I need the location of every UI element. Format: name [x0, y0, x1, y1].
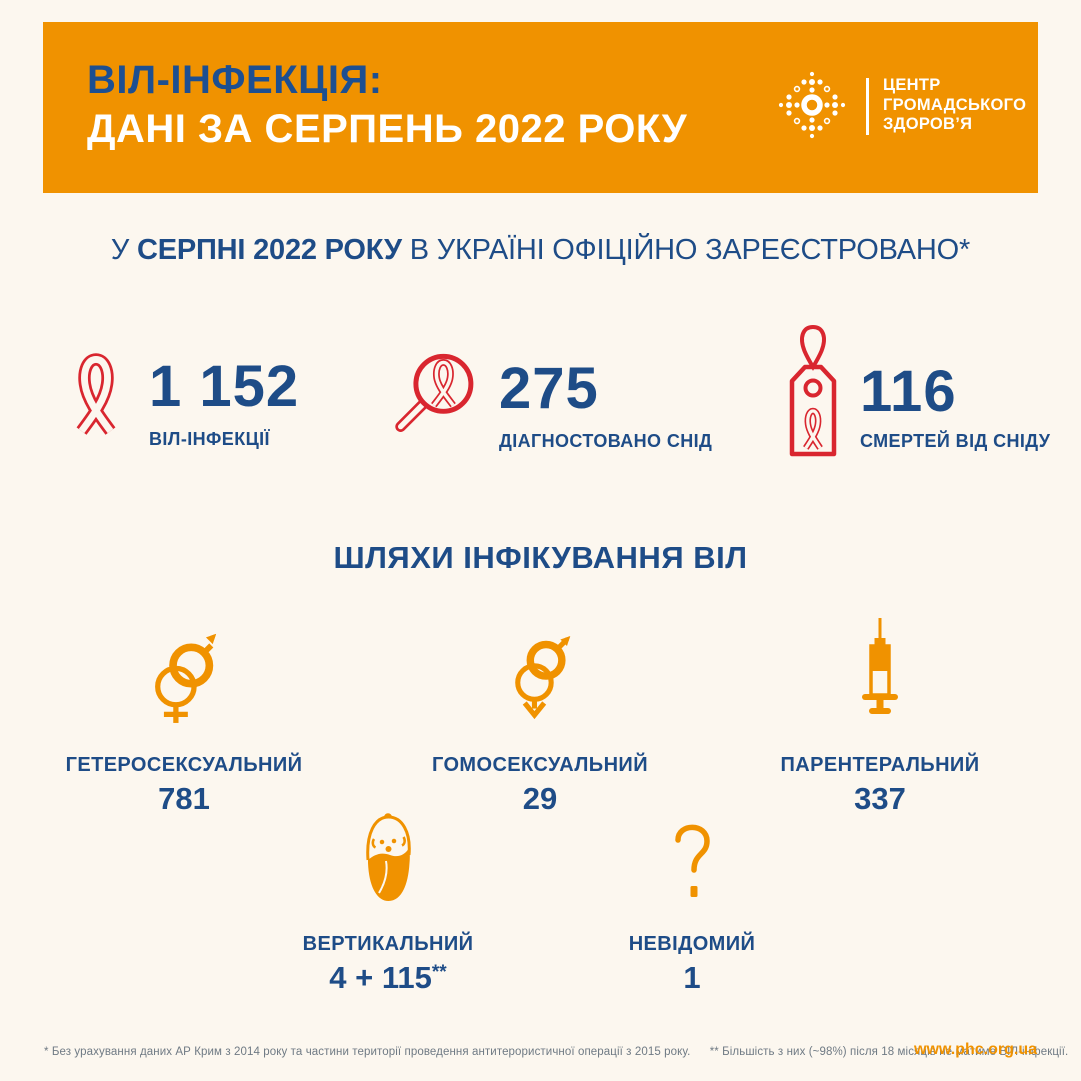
stat-value: 116: [860, 359, 957, 424]
syringe-icon: [862, 618, 898, 714]
swaddled-baby-icon: [365, 813, 411, 901]
page-title-line1: ВІЛ-ІНФЕКЦІЯ:: [87, 58, 383, 102]
logo-text-line3: ЗДОРОВ’Я: [883, 115, 973, 133]
route-homosexual: ГОМОСЕКСУАЛЬНИЙ 29: [400, 612, 680, 817]
death-tag-ribbon-icon: [789, 324, 837, 457]
footnote-1: * Без урахування даних АР Крим з 2014 ро…: [44, 1046, 691, 1058]
route-value: 781: [158, 781, 210, 816]
red-ribbon-icon: [76, 353, 116, 435]
route-value: 29: [522, 781, 558, 816]
stat-value: 1 152: [149, 354, 300, 419]
route-label: ПАРЕНТЕРАЛЬНИЙ: [780, 754, 980, 776]
stat-label: ДІАГНОСТОВАНО СНІД: [499, 431, 713, 451]
subtitle-prefix: У: [110, 234, 137, 266]
route-heterosexual: ГЕТЕРОСЕКСУАЛЬНИЙ 781: [44, 612, 324, 817]
logo-text-line2: ГРОМАДСЬКОГО: [883, 95, 1027, 114]
stat-hiv-infections: 1 152 ВІЛ-ІНФЕКЦІЇ: [65, 344, 299, 450]
route-value: 337: [854, 781, 906, 816]
page-title-line2: ДАНІ ЗА СЕРПЕНЬ 2022 РОКУ: [87, 107, 688, 151]
phc-dots-logo-icon: [778, 71, 846, 139]
route-label: НЕВІДОМИЙ: [628, 933, 756, 955]
route-vertical: ВЕРТИКАЛЬНИЙ 4 + 115**: [248, 800, 528, 996]
homosexual-icon: [514, 636, 570, 720]
route-label: ГОМОСЕКСУАЛЬНИЙ: [432, 754, 648, 776]
stat-aids-deaths: 116 СМЕРТЕЙ ВІД СНІДУ: [788, 323, 1050, 458]
route-value-asterisks: **: [431, 962, 447, 983]
magnifier-ribbon-icon: [395, 353, 474, 432]
stat-label: ВІЛ-ІНФЕКЦІЇ: [149, 429, 270, 449]
subtitle-suffix: В УКРАЇНІ ОФІЦІЙНО ЗАРЕЄСТРОВАНО*: [401, 234, 971, 266]
logo-divider: [866, 78, 869, 135]
heterosexual-icon: [154, 633, 216, 723]
page-title: ВІЛ-ІНФЕКЦІЯ: ДАНІ ЗА СЕРПЕНЬ 2022 РОКУ: [87, 56, 687, 154]
logo-text: ЦЕНТР ГРОМАДСЬКОГО ЗДОРОВ’Я: [883, 76, 1026, 135]
footnote-2: ** Більшість з них (~98%) після 18 місяц…: [709, 1046, 1069, 1058]
route-unknown: НЕВІДОМИЙ 1: [552, 800, 832, 996]
route-label: ВЕРТИКАЛЬНИЙ: [302, 933, 474, 955]
question-mark-icon: [674, 824, 710, 897]
logo-text-line1: ЦЕНТР: [883, 76, 941, 94]
route-parenteral: ПАРЕНТЕРАЛЬНИЙ 337: [740, 612, 1020, 817]
stat-value: 275: [499, 356, 599, 421]
route-value: 4 + 115**: [329, 960, 447, 995]
route-value: 1: [683, 960, 701, 995]
stat-aids-diagnosed: 275 ДІАГНОСТОВАНО СНІД: [393, 350, 712, 452]
section-title: ШЛЯХИ ІНФІКУВАННЯ ВІЛ: [333, 540, 748, 575]
stat-label: СМЕРТЕЙ ВІД СНІДУ: [860, 431, 1051, 451]
header-banner: ВІЛ-ІНФЕКЦІЯ: ДАНІ ЗА СЕРПЕНЬ 2022 РОКУ …: [43, 22, 1038, 193]
website-link[interactable]: www.phc.org.ua: [914, 1041, 1037, 1058]
route-label: ГЕТЕРОСЕКСУАЛЬНИЙ: [65, 754, 303, 776]
subtitle: У СЕРПНІ 2022 РОКУ В УКРАЇНІ ОФІЦІЙНО ЗА…: [0, 233, 1081, 267]
footnotes: * Без урахування даних АР Крим з 2014 ро…: [44, 1046, 1068, 1058]
subtitle-bold: СЕРПНІ 2022 РОКУ: [136, 234, 402, 266]
